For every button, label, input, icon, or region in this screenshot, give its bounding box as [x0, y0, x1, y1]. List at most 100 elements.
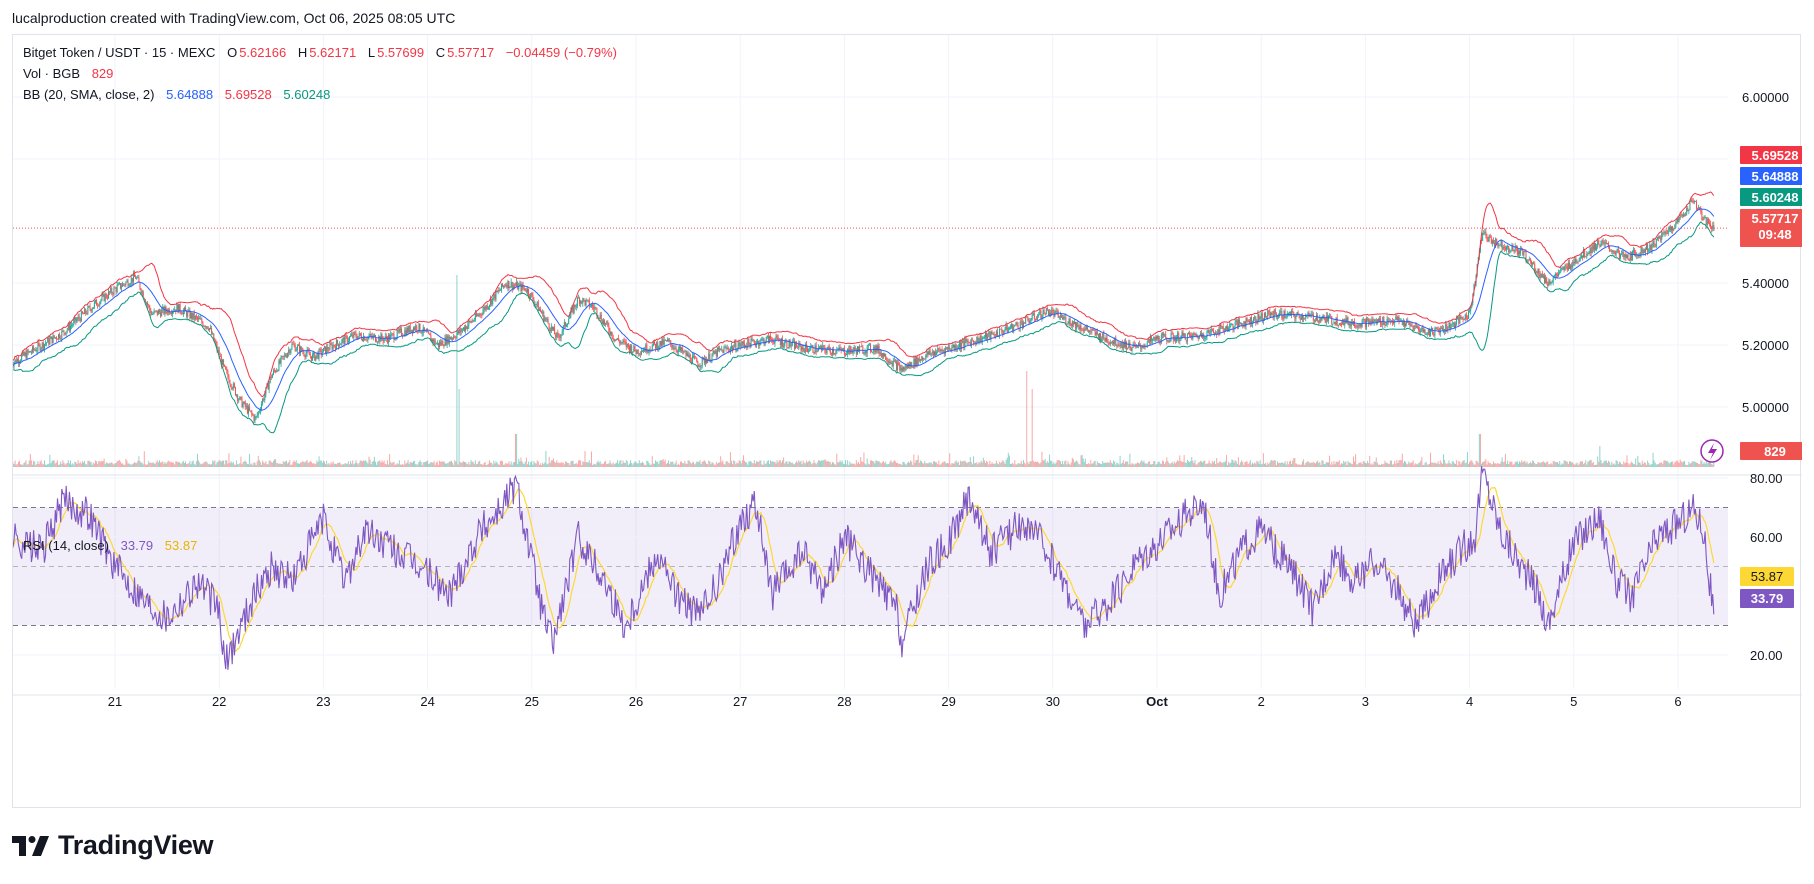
candle-body	[1415, 325, 1417, 328]
candle-body	[519, 283, 521, 286]
volume-bar	[1033, 462, 1035, 467]
candle-body	[881, 353, 883, 357]
candle-body	[538, 309, 540, 311]
tradingview-logo[interactable]: TradingView	[12, 830, 214, 861]
volume-bar	[397, 464, 399, 467]
volume-bar	[1585, 460, 1587, 467]
volume-bar	[103, 458, 105, 467]
candle-body	[1269, 311, 1271, 318]
candle-body	[292, 343, 294, 345]
volume-bar	[1005, 460, 1007, 467]
candle-body	[431, 338, 433, 342]
volume-bar	[427, 460, 429, 467]
volume-bar	[929, 462, 931, 467]
candle-body	[594, 307, 596, 309]
candle-body	[323, 346, 325, 348]
candle-body	[975, 341, 977, 345]
volume-bar	[646, 460, 648, 467]
candle-body	[912, 367, 914, 368]
candle-body	[800, 344, 802, 351]
volume-bar	[1369, 455, 1371, 467]
candle-body	[1688, 210, 1690, 212]
volume-bar	[1132, 463, 1134, 467]
candle-body	[638, 353, 640, 355]
volume-bar	[1588, 461, 1590, 467]
volume-bar	[808, 461, 810, 467]
candle-body	[1230, 324, 1232, 325]
candle-body	[254, 416, 256, 421]
volume-bar	[164, 461, 166, 467]
volume-bar	[825, 460, 827, 467]
candle-body	[795, 343, 797, 349]
volume-bar	[1452, 461, 1454, 467]
candle-body	[373, 335, 375, 336]
chart-frame[interactable]: 6.000005.800005.400005.200005.0000080.00…	[12, 34, 1802, 809]
volume-bar	[1475, 460, 1477, 467]
volume-bar	[1356, 464, 1358, 467]
volume-bar	[1489, 462, 1491, 467]
volume-bar	[1286, 461, 1288, 467]
chart-canvas[interactable]: 6.000005.800005.400005.200005.0000080.00…	[13, 35, 1802, 809]
volume-bar	[805, 460, 807, 467]
volume-bar	[1282, 462, 1284, 467]
candle-body	[729, 348, 731, 352]
candle-body	[1272, 314, 1274, 318]
candle-body	[793, 340, 795, 349]
candle-body	[745, 345, 747, 347]
volume-bar	[1407, 464, 1409, 467]
volume-bar	[1521, 460, 1523, 467]
volume-bar	[848, 464, 850, 467]
candle-body	[674, 348, 676, 350]
bb-label[interactable]: BB (20, SMA, close, 2)	[23, 87, 155, 102]
volume-bar	[1538, 462, 1540, 467]
volume-bar	[157, 462, 159, 467]
volume-bar	[1179, 455, 1181, 467]
volume-bar	[1203, 460, 1205, 467]
volume-bar	[619, 460, 621, 467]
candle-body	[1615, 251, 1617, 255]
volume-bar	[453, 464, 455, 467]
candle-body	[814, 345, 816, 354]
volume-bar	[1001, 461, 1003, 467]
volume-bar	[588, 460, 590, 467]
candle-body	[568, 318, 570, 324]
candle-body	[103, 293, 105, 302]
candle-body	[991, 331, 993, 335]
candle-body	[1296, 312, 1298, 316]
candle-body	[861, 346, 863, 348]
volume-bar	[740, 463, 742, 467]
volume-bar	[314, 463, 316, 467]
volume-label[interactable]: Vol · BGB	[23, 66, 81, 81]
candle-body	[979, 335, 981, 341]
volume-bar	[842, 463, 844, 467]
volume-bar	[223, 460, 225, 467]
symbol-title[interactable]: Bitget Token / USDT · 15 · MEXC	[23, 45, 216, 60]
volume-bar	[1413, 464, 1415, 467]
candle-body	[681, 347, 683, 351]
candle-body	[1298, 314, 1300, 319]
candle-body	[64, 332, 66, 335]
volume-bar	[871, 460, 873, 467]
volume-bar	[1123, 463, 1125, 467]
volume-bar	[1178, 461, 1180, 467]
candle-body	[91, 308, 93, 312]
volume-bar	[217, 461, 219, 467]
candle-body	[477, 315, 479, 317]
candle-body	[1534, 263, 1536, 272]
rsi-tick-label: 60.00	[1750, 530, 1783, 545]
candle-body	[741, 341, 743, 345]
candle-body	[958, 342, 960, 348]
volume-bar	[1503, 461, 1505, 467]
volume-bar	[155, 461, 157, 467]
rsi-label[interactable]: RSI (14, close)	[23, 538, 109, 553]
candle-body	[165, 307, 167, 312]
volume-bar	[1157, 461, 1159, 467]
volume-bar	[331, 463, 333, 467]
volume-bar	[1215, 464, 1217, 467]
volume-bar	[1606, 462, 1608, 467]
candle-body	[1154, 336, 1156, 341]
candle-body	[1225, 326, 1227, 329]
candle-body	[515, 285, 517, 287]
candle-body	[225, 366, 227, 370]
volume-bar	[775, 463, 777, 467]
